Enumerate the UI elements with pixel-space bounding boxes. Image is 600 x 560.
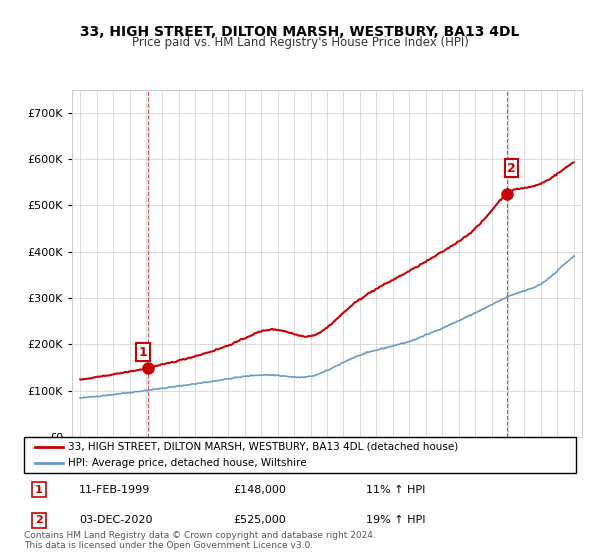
FancyBboxPatch shape bbox=[24, 437, 576, 473]
Text: 03-DEC-2020: 03-DEC-2020 bbox=[79, 515, 152, 525]
Text: 1: 1 bbox=[35, 484, 43, 494]
Text: 19% ↑ HPI: 19% ↑ HPI bbox=[366, 515, 426, 525]
Text: £148,000: £148,000 bbox=[234, 484, 287, 494]
Text: Price paid vs. HM Land Registry's House Price Index (HPI): Price paid vs. HM Land Registry's House … bbox=[131, 36, 469, 49]
Text: HPI: Average price, detached house, Wiltshire: HPI: Average price, detached house, Wilt… bbox=[68, 458, 307, 468]
Text: 11-FEB-1999: 11-FEB-1999 bbox=[79, 484, 151, 494]
Text: 2: 2 bbox=[507, 162, 516, 175]
Text: 33, HIGH STREET, DILTON MARSH, WESTBURY, BA13 4DL: 33, HIGH STREET, DILTON MARSH, WESTBURY,… bbox=[80, 25, 520, 39]
Text: 33, HIGH STREET, DILTON MARSH, WESTBURY, BA13 4DL (detached house): 33, HIGH STREET, DILTON MARSH, WESTBURY,… bbox=[68, 442, 458, 452]
Text: £525,000: £525,000 bbox=[234, 515, 287, 525]
Text: 1: 1 bbox=[139, 346, 147, 358]
Text: Contains HM Land Registry data © Crown copyright and database right 2024.
This d: Contains HM Land Registry data © Crown c… bbox=[24, 530, 376, 550]
Text: 2: 2 bbox=[35, 515, 43, 525]
Text: 11% ↑ HPI: 11% ↑ HPI bbox=[366, 484, 425, 494]
